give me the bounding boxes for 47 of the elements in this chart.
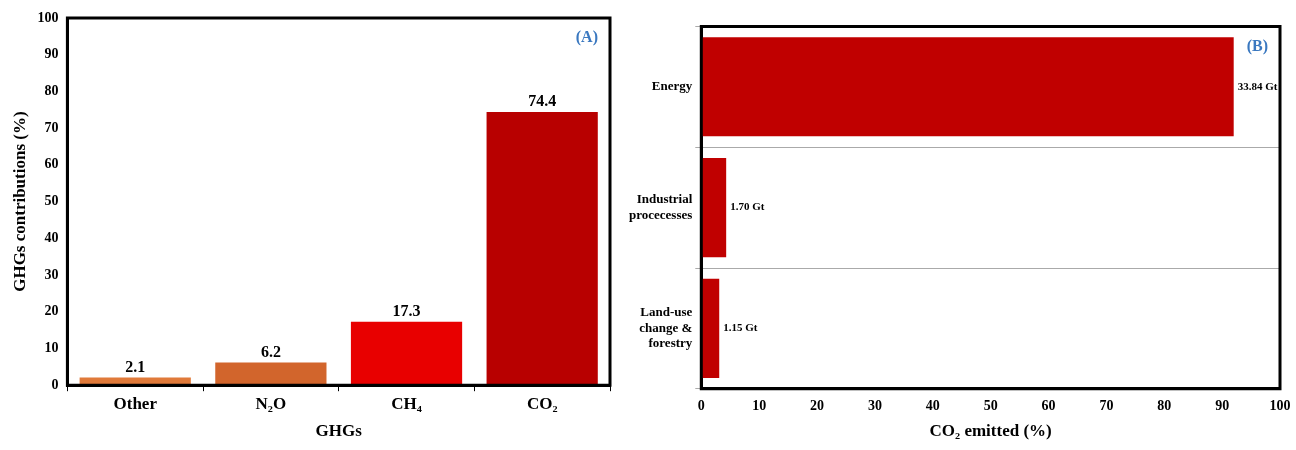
x-tick-label: 50 [983, 397, 998, 413]
y-tick-label: Energy [651, 78, 693, 94]
x-tick-label: 80 [1157, 397, 1172, 413]
bar [701, 37, 1234, 137]
y-tick-label: 80 [44, 83, 59, 99]
y-tick-label: 90 [44, 46, 59, 62]
x-tick-label: 100 [1269, 397, 1291, 413]
y-tick-label: 0 [51, 376, 59, 392]
x-tick-label: CO₂ [526, 393, 558, 413]
y-axis-title: GHGs contributions (%) [9, 111, 29, 292]
x-tick-label: CH₄ [391, 393, 422, 413]
annotation: 1.15 Gt [723, 321, 758, 334]
x-tick-label: 40 [925, 397, 940, 413]
y-tick-label: 40 [44, 229, 59, 245]
data-label: 2.1 [125, 357, 146, 375]
x-tick-label: 60 [1041, 397, 1056, 413]
y-tick-label: 30 [44, 266, 59, 282]
y-tick-label: Land-use change & forestry [639, 304, 693, 351]
bar [350, 321, 463, 386]
data-label: 6.2 [260, 342, 281, 360]
annotation: 33.84 Gt [1237, 79, 1278, 92]
x-tick-label: 70 [1099, 397, 1114, 413]
data-label: 74.4 [528, 92, 557, 110]
x-tick-label: 20 [810, 397, 825, 413]
x-tick-label: Other [113, 393, 158, 413]
bar [701, 158, 727, 258]
x-tick-label: 30 [867, 397, 882, 413]
y-tick-label: Industrial procecesses [629, 191, 693, 222]
data-label: 17.3 [392, 301, 421, 319]
y-tick-label: 20 [44, 303, 59, 319]
annotation: (A) [575, 28, 598, 47]
bar [215, 362, 327, 386]
bar [79, 377, 191, 386]
x-axis-title: GHGs [315, 421, 363, 441]
x-tick-label: 90 [1215, 397, 1230, 413]
y-tick-label: 70 [44, 119, 59, 135]
y-tick-label: 100 [37, 9, 59, 25]
y-tick-label: 60 [44, 156, 59, 172]
annotation: (B) [1246, 36, 1268, 55]
y-tick-label: 10 [44, 340, 59, 356]
x-axis-title: CO₂ emitted (%) [929, 421, 1052, 441]
annotation: 1.70 Gt [730, 200, 765, 213]
y-tick-label: 50 [44, 193, 59, 209]
x-tick-label: N₂O [255, 393, 287, 413]
bar [486, 112, 598, 386]
x-tick-label: 0 [697, 397, 705, 413]
x-tick-label: 10 [752, 397, 767, 413]
